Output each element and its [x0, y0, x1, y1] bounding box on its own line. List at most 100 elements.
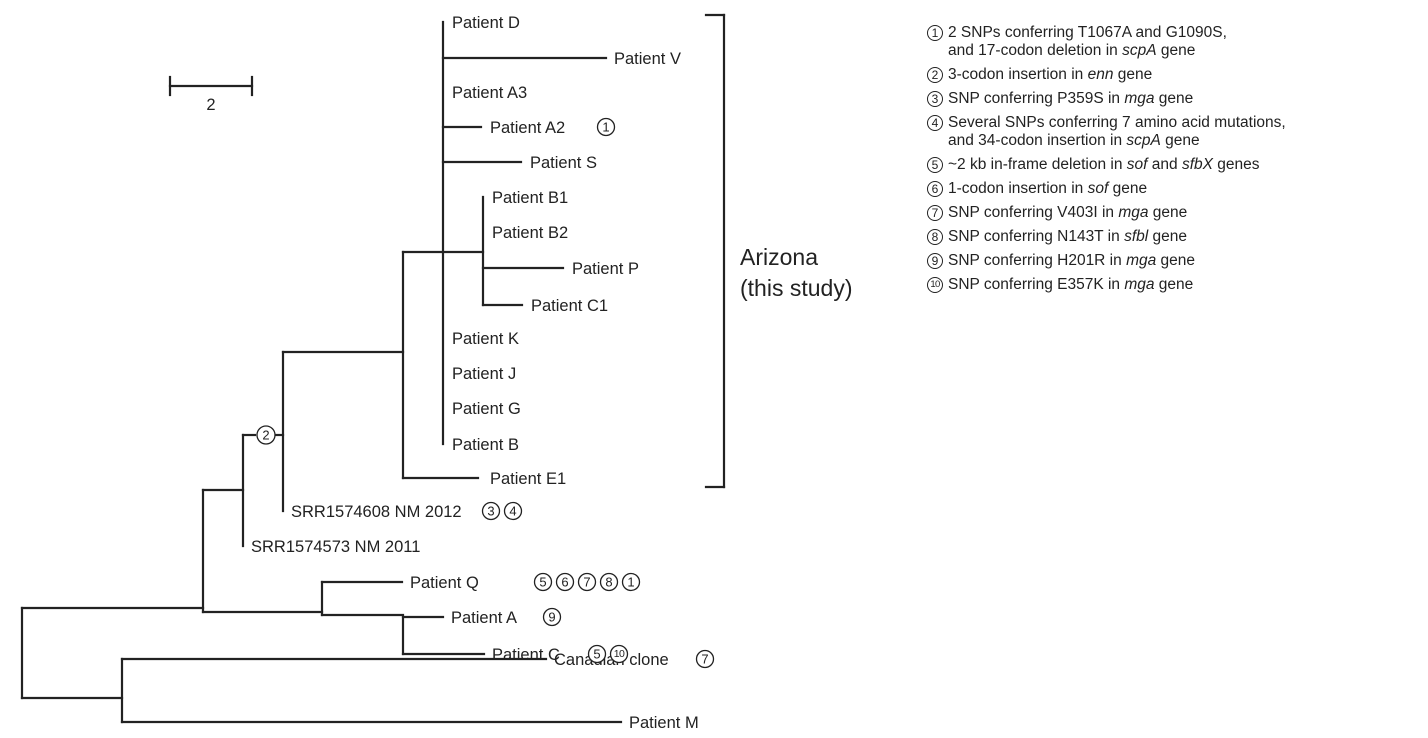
gene-name: mga	[1124, 276, 1155, 293]
legend-number-circle: 4	[927, 115, 943, 131]
marker-circle: 8	[599, 572, 619, 592]
svg-text:8: 8	[605, 575, 612, 590]
legend-number-circle: 1	[927, 25, 943, 41]
svg-text:5: 5	[593, 647, 600, 662]
legend-text-segment: gene	[1113, 66, 1153, 83]
legend-item: 4 Several SNPs conferring 7 amino acid mu…	[927, 114, 1422, 150]
leaf-label-patient-k: Patient K	[452, 330, 519, 348]
legend-item: 2 3-codon insertion in enn gene	[927, 66, 1422, 84]
leaf-label-patient-m: Patient M	[629, 714, 699, 732]
gene-name: mga	[1126, 252, 1157, 269]
legend-text-line: SNP conferring H201R in mga gene	[948, 252, 1195, 270]
legend-text-line: ~2 kb in-frame deletion in sof and sfbX …	[948, 156, 1260, 174]
legend-text-segment: genes	[1212, 156, 1260, 173]
marker-circle: 7	[695, 649, 715, 669]
leaf-label-patient-b1: Patient B1	[492, 189, 568, 207]
leaf-label-patient-b2: Patient B2	[492, 224, 568, 242]
marker-circle: 4	[503, 501, 523, 521]
legend-text-segment: gene	[1148, 228, 1187, 245]
leaf-label-patient-j: Patient J	[452, 365, 516, 383]
legend-item: 3 SNP conferring P359S in mga gene	[927, 90, 1422, 108]
legend-text-segment: 2 SNPs conferring T1067A and G1090S,	[948, 24, 1227, 41]
legend-text-line: SNP conferring E357K in mga gene	[948, 276, 1193, 294]
region-label-line2: (this study)	[740, 275, 852, 301]
leaf-label-patient-a2: Patient A2	[490, 119, 565, 137]
leaf-label-patient-a3: Patient A3	[452, 84, 527, 102]
legend-text-segment: and 34-codon insertion in	[948, 132, 1127, 149]
leaf-label-patient-g: Patient G	[452, 400, 521, 418]
legend-text-segment: SNP conferring H201R in	[948, 252, 1127, 269]
leaf-label-canadian-clone: Canadian clone	[554, 651, 669, 669]
legend-text-segment: and 17-codon deletion in	[948, 42, 1123, 59]
leaf-label-patient-s: Patient S	[530, 154, 597, 172]
legend-item: 5 ~2 kb in-frame deletion in sof and sfbX…	[927, 156, 1422, 174]
legend-text-line: and 34-codon insertion in scpA gene	[948, 132, 1286, 150]
leaf-label-patient-e1: Patient E1	[490, 470, 566, 488]
legend-text-line: 1-codon insertion in sof gene	[948, 180, 1147, 198]
tree-branches	[20, 20, 623, 724]
legend-text-segment: 1-codon insertion in	[948, 180, 1088, 197]
region-label-line1: Arizona	[740, 244, 818, 270]
leaf-labels: Patient D Patient V Patient A3 Patient A…	[251, 14, 699, 732]
legend-text-segment: SNP conferring N143T in	[948, 228, 1125, 245]
legend-text: 1-codon insertion in sof gene	[948, 180, 1147, 198]
legend-text-line: SNP conferring P359S in mga gene	[948, 90, 1193, 108]
leaf-label-patient-p: Patient P	[572, 260, 639, 278]
legend-number-circle: 6	[927, 181, 943, 197]
leaf-label-patient-c: Patient C	[492, 646, 560, 664]
legend-text-segment: SNP conferring E357K in	[948, 276, 1125, 293]
leaf-label-patient-c1: Patient C1	[531, 297, 608, 315]
legend-text-line: SNP conferring N143T in sfbl gene	[948, 228, 1187, 246]
legend-text: SNP conferring N143T in sfbl gene	[948, 228, 1187, 246]
legend-text-segment: SNP conferring P359S in	[948, 90, 1125, 107]
legend-text-segment: gene	[1160, 132, 1200, 149]
legend-text-segment: and	[1147, 156, 1182, 173]
legend-text-line: 2 SNPs conferring T1067A and G1090S,	[948, 24, 1227, 42]
legend-number-circle: 9	[927, 253, 943, 269]
legend-item: 9 SNP conferring H201R in mga gene	[927, 252, 1422, 270]
legend-number-circle: 10	[927, 277, 943, 293]
legend-text-segment: ~2 kb in-frame deletion in	[948, 156, 1127, 173]
legend-text-line: and 17-codon deletion in scpA gene	[948, 42, 1227, 60]
svg-text:6: 6	[561, 575, 568, 590]
legend-text-segment: gene	[1156, 42, 1196, 59]
leaf-label-srr1574608: SRR1574608 NM 2012	[291, 503, 462, 521]
marker-circle: 5	[587, 644, 607, 664]
legend-item: 8 SNP conferring N143T in sfbl gene	[927, 228, 1422, 246]
legend-text-segment: gene	[1154, 90, 1194, 107]
legend-text-segment: SNP conferring V403I in	[948, 204, 1119, 221]
arizona-bracket	[704, 13, 726, 489]
legend-text: ~2 kb in-frame deletion in sof and sfbX …	[948, 156, 1260, 174]
legend-number-circle: 2	[927, 67, 943, 83]
leaf-label-patient-q: Patient Q	[410, 574, 479, 592]
svg-text:1: 1	[627, 575, 634, 590]
marker-circle: 10	[609, 644, 629, 664]
marker-circle: 7	[577, 572, 597, 592]
svg-text:5: 5	[539, 575, 546, 590]
gene-name: scpA	[1126, 132, 1161, 149]
legend-text: 2 SNPs conferring T1067A and G1090S, and …	[948, 24, 1227, 60]
gene-name: sof	[1087, 180, 1109, 197]
legend-text-segment: gene	[1148, 204, 1188, 221]
legend-item: 1 2 SNPs conferring T1067A and G1090S, and…	[927, 24, 1422, 60]
svg-text:9: 9	[548, 610, 555, 625]
legend-number-circle: 8	[927, 229, 943, 245]
marker-circle: 5	[533, 572, 553, 592]
legend-text-segment: Several SNPs conferring 7 amino acid mut…	[948, 114, 1286, 131]
legend-item: 6 1-codon insertion in sof gene	[927, 180, 1422, 198]
marker-circle: 3	[481, 501, 501, 521]
scale-bar: 2	[168, 75, 254, 114]
leaf-label-srr1574573: SRR1574573 NM 2011	[251, 538, 420, 556]
marker-circle: 9	[542, 607, 562, 627]
scale-bar-label: 2	[206, 96, 215, 114]
legend-text: 3-codon insertion in enn gene	[948, 66, 1152, 84]
svg-text:2: 2	[262, 428, 269, 443]
marker-circle: 1	[596, 117, 616, 137]
gene-name: mga	[1124, 90, 1155, 107]
leaf-label-patient-b: Patient B	[452, 436, 519, 454]
legend-item: 10 SNP conferring E357K in mga gene	[927, 276, 1422, 294]
legend-text: SNP conferring E357K in mga gene	[948, 276, 1193, 294]
svg-text:10: 10	[614, 648, 625, 660]
gene-name: sof	[1126, 156, 1148, 173]
